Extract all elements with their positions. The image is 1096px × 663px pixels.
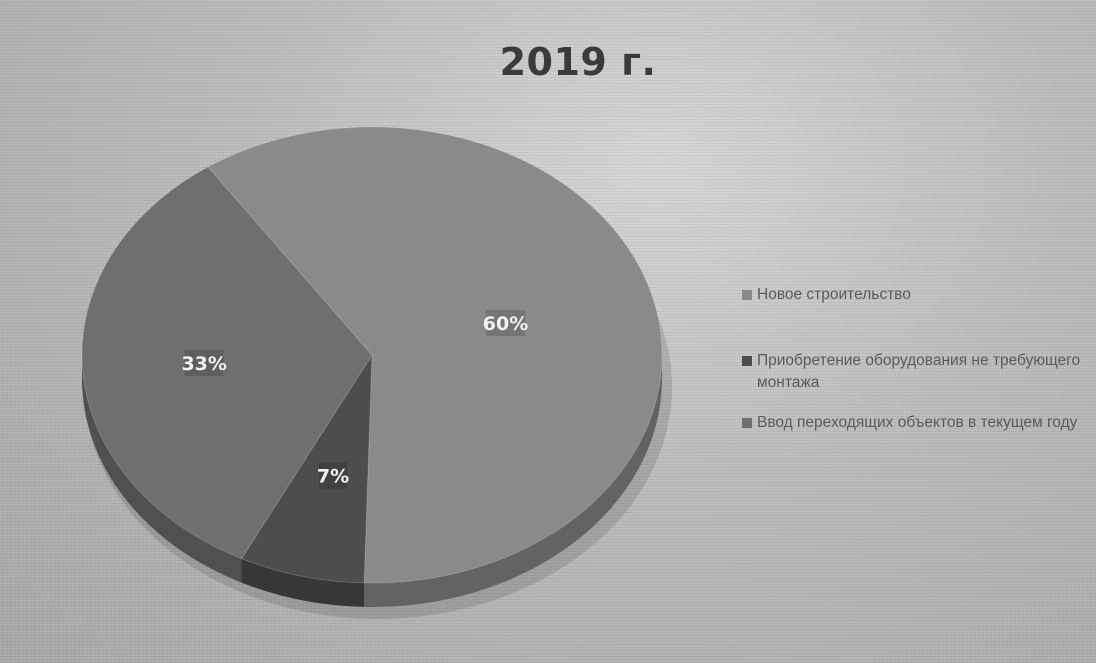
legend-item-new-construction: Новое строительство (742, 284, 1087, 306)
legend-swatch (742, 356, 752, 366)
legend-item-equipment-purchase: Приобретение оборудования не требующего … (742, 350, 1087, 394)
data-label: 33% (181, 353, 226, 375)
legend-label: Приобретение оборудования не требующего … (757, 352, 1081, 391)
data-label-background (184, 349, 224, 376)
data-label-background (485, 310, 525, 337)
legend-swatch (742, 290, 752, 300)
legend-swatch (742, 418, 752, 428)
pie-slice (81, 166, 373, 560)
legend-item-carryover-objects: Ввод переходящих объектов в текущем году (742, 412, 1087, 434)
pie-slice (240, 353, 373, 584)
data-label: 60% (483, 313, 528, 335)
pie-slice-side (82, 355, 242, 583)
legend-label: Новое строительство (757, 286, 911, 303)
pie-slice-side (241, 558, 365, 607)
chart-title: 2019 г. (499, 40, 657, 84)
pie-slice-side (364, 355, 662, 607)
legend-label: Ввод переходящих объектов в текущем году (757, 414, 1078, 431)
chart-legend: Новое строительство Приобретение оборудо… (742, 284, 1087, 452)
pie-slice (207, 126, 663, 584)
data-label: 7% (317, 466, 349, 488)
data-label-background (319, 462, 348, 489)
